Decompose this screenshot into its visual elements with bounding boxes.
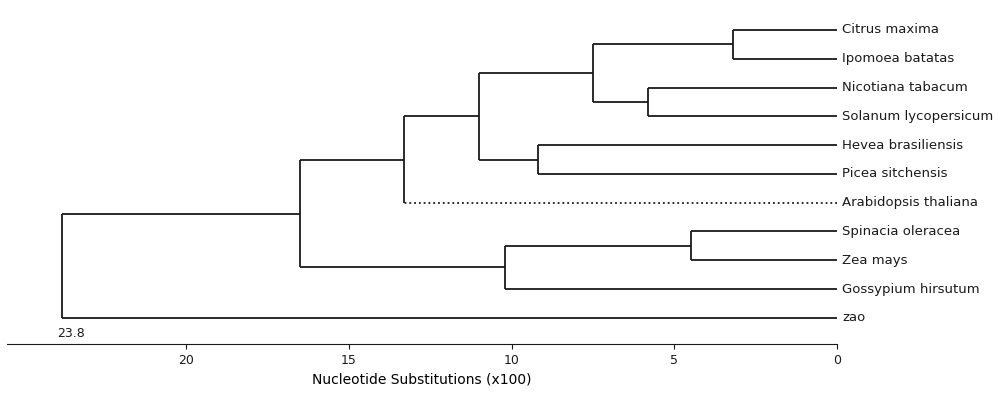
Text: Citrus maxima: Citrus maxima: [842, 24, 939, 37]
Text: Spinacia oleracea: Spinacia oleracea: [842, 225, 960, 238]
Text: Nicotiana tabacum: Nicotiana tabacum: [842, 81, 968, 94]
Text: Solanum lycopersicum: Solanum lycopersicum: [842, 110, 993, 123]
X-axis label: Nucleotide Substitutions (x100): Nucleotide Substitutions (x100): [312, 372, 532, 386]
Text: Zea mays: Zea mays: [842, 254, 908, 267]
Text: zao: zao: [842, 311, 865, 324]
Text: Gossypium hirsutum: Gossypium hirsutum: [842, 283, 980, 296]
Text: 23.8: 23.8: [57, 327, 85, 340]
Text: Hevea brasiliensis: Hevea brasiliensis: [842, 139, 963, 152]
Text: Ipomoea batatas: Ipomoea batatas: [842, 52, 954, 65]
Text: Arabidopsis thaliana: Arabidopsis thaliana: [842, 196, 978, 209]
Text: Picea sitchensis: Picea sitchensis: [842, 167, 948, 180]
